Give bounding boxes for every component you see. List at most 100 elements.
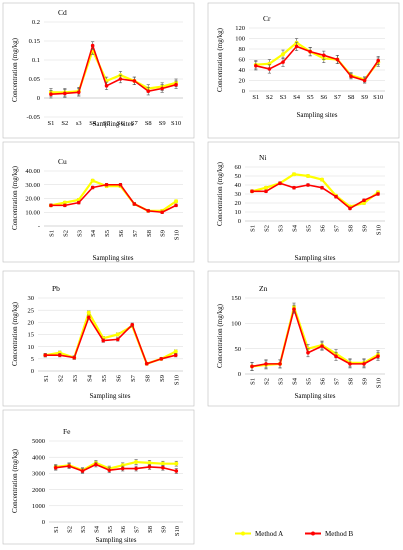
panel-frame	[2, 270, 195, 407]
y-tick-label: 10	[28, 344, 35, 351]
y-tick-label: 0.1	[32, 57, 40, 64]
data-point	[63, 91, 67, 96]
series-line	[255, 41, 380, 81]
data-point	[80, 469, 85, 473]
data-point	[146, 209, 151, 213]
y-axis-label: Concentration (mg/kg)	[11, 448, 19, 513]
data-point	[134, 460, 139, 465]
data-point	[292, 172, 296, 177]
x-tick-label: S2	[264, 378, 271, 385]
legend-label: Method A	[255, 530, 283, 538]
data-point	[90, 185, 95, 190]
data-point	[294, 44, 299, 49]
data-point	[72, 355, 77, 360]
x-tick-label: S1	[48, 230, 55, 237]
x-tick-label: S8	[144, 375, 151, 382]
data-point	[362, 198, 366, 203]
series-method-b	[43, 315, 178, 366]
y-tick-label: 0	[242, 88, 245, 95]
y-tick-label: 120	[235, 25, 245, 32]
x-tick-label: S9	[160, 526, 167, 533]
series-method-b	[254, 41, 381, 84]
data-point	[174, 461, 179, 466]
series-line	[50, 183, 177, 214]
data-point	[267, 67, 272, 71]
y-tick-label: -0.05	[26, 114, 40, 121]
x-axis-label: Sampling sites	[92, 120, 133, 128]
data-point	[362, 362, 366, 366]
x-tick-label: S7	[130, 374, 137, 382]
legend-item-method-b: Method B	[305, 530, 354, 538]
series-line	[252, 182, 379, 210]
x-tick-label: S10	[173, 375, 180, 385]
chart-title: Fe	[63, 427, 71, 436]
x-tick-label: S10	[376, 378, 383, 388]
data-point	[250, 189, 254, 194]
y-tick-label: 0.2	[32, 19, 40, 26]
data-point	[334, 194, 338, 199]
data-point	[173, 353, 178, 357]
x-tick-label: S2	[67, 526, 74, 533]
data-point	[90, 43, 95, 48]
x-tick-label: S7	[334, 94, 342, 101]
x-tick-label: S3	[278, 378, 285, 385]
x-tick-label: S7	[334, 377, 341, 385]
x-tick-label: S3	[80, 526, 87, 533]
y-tick-label: 100	[231, 321, 241, 328]
y-tick-label: 3000	[32, 471, 45, 478]
x-tick-label: S10	[174, 230, 181, 240]
x-axis-label: Sampling sites	[296, 111, 337, 119]
data-point	[320, 185, 324, 190]
y-tick-label: 0	[31, 368, 34, 375]
x-tick-label: S4	[90, 229, 97, 237]
chart-title: Cd	[58, 8, 67, 17]
y-tick-label: 0.15	[29, 38, 40, 45]
data-point	[146, 89, 151, 93]
x-tick-label: S6	[320, 377, 327, 385]
data-point	[86, 310, 91, 315]
x-axis-label: Sampling sites	[92, 254, 133, 262]
series-method-b	[250, 304, 380, 371]
x-tick-label: S9	[362, 225, 369, 232]
x-tick-label: S3	[76, 230, 83, 237]
x-tick-label: S8	[348, 225, 355, 232]
x-tick-label: S3	[280, 94, 287, 101]
x-tick-label: S5	[107, 526, 114, 533]
chart-title: Ni	[259, 153, 267, 162]
data-point	[130, 322, 135, 327]
data-point	[160, 210, 164, 215]
series-line	[50, 49, 177, 94]
data-point	[335, 57, 340, 62]
x-tick-label: S9	[362, 378, 369, 385]
chart-panel-ni: 0 10 20 30 40 50 60 S1 S2 S3 S4 S5 S6 S7 S8 S9 S10 Ni Conc…	[207, 141, 400, 263]
y-tick-label: 80	[239, 46, 246, 53]
data-point	[376, 58, 381, 63]
x-tick-label: S1	[43, 375, 50, 382]
chart-panel-cr: 0 20 40 60 80 100 120 S1 S2 S3 S4 S5 S6 S7 S8 S9 S10 Cr Co…	[207, 2, 400, 139]
x-tick-label: S4	[93, 525, 100, 533]
y-tick-label: 10.00	[25, 209, 40, 216]
legend-item-method-a: Method A	[235, 530, 283, 538]
series-method-b	[250, 181, 380, 211]
x-tick-label: S1	[250, 378, 257, 385]
data-point	[250, 364, 254, 369]
legend-swatch-marker	[241, 531, 245, 536]
x-axis-label: Sampling sites	[89, 392, 130, 400]
data-point	[173, 349, 178, 354]
x-tick-label: S1	[53, 526, 60, 533]
data-point	[115, 337, 120, 342]
y-tick-label: 0	[238, 218, 241, 225]
data-point	[132, 79, 137, 83]
y-tick-label: 15	[28, 332, 35, 339]
panel-frame	[2, 2, 195, 139]
panel-frame	[207, 141, 400, 263]
y-tick-label: 60	[239, 57, 246, 64]
chart-title: Pb	[52, 284, 60, 293]
data-point	[292, 307, 296, 311]
x-tick-label: S7	[131, 120, 139, 127]
series-line	[45, 316, 176, 365]
x-tick-label: S1	[252, 94, 259, 101]
series-method-b	[53, 461, 179, 474]
panel-frame	[2, 141, 195, 263]
